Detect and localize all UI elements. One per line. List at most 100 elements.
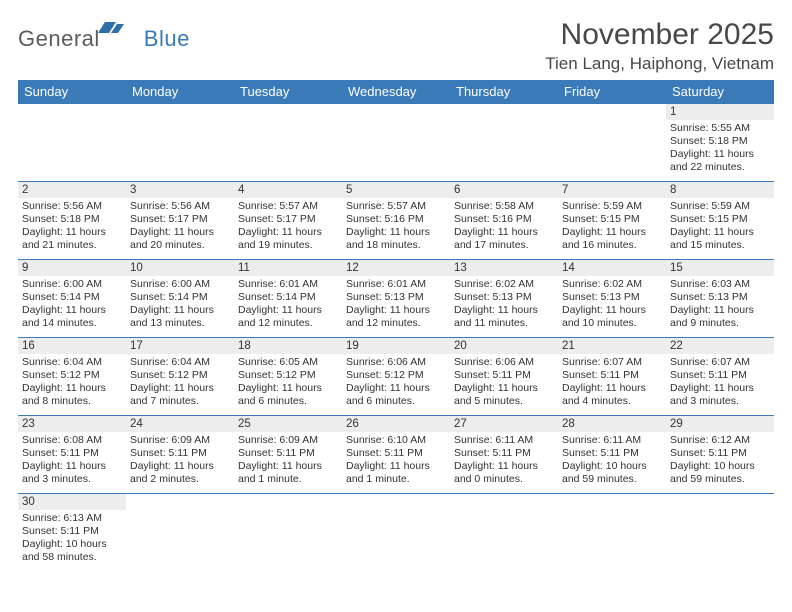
day-content-cell <box>558 120 666 182</box>
calendar-page: General Blue November 2025 Tien Lang, Ha… <box>0 0 792 612</box>
daylight-line: Daylight: 11 hours and 1 minute. <box>238 460 338 486</box>
sunset-line: Sunset: 5:13 PM <box>454 291 554 304</box>
daylight-line: Daylight: 11 hours and 21 minutes. <box>22 226 122 252</box>
day-content-cell: Sunrise: 6:06 AMSunset: 5:12 PMDaylight:… <box>342 354 450 416</box>
weekday-header: Friday <box>558 80 666 104</box>
sunrise-line: Sunrise: 6:04 AM <box>130 356 230 369</box>
day-number-cell: 1 <box>666 104 774 120</box>
day-content-cell <box>234 510 342 572</box>
sunset-line: Sunset: 5:11 PM <box>238 447 338 460</box>
daylight-line: Daylight: 11 hours and 13 minutes. <box>130 304 230 330</box>
day-content-row: Sunrise: 6:00 AMSunset: 5:14 PMDaylight:… <box>18 276 774 338</box>
location-text: Tien Lang, Haiphong, Vietnam <box>545 54 774 74</box>
day-number-cell: 18 <box>234 338 342 354</box>
day-number-cell: 16 <box>18 338 126 354</box>
sunrise-line: Sunrise: 5:57 AM <box>346 200 446 213</box>
sunrise-line: Sunrise: 6:00 AM <box>22 278 122 291</box>
sunset-line: Sunset: 5:11 PM <box>562 369 662 382</box>
sunrise-line: Sunrise: 6:06 AM <box>346 356 446 369</box>
sunset-line: Sunset: 5:18 PM <box>22 213 122 226</box>
weekday-header: Monday <box>126 80 234 104</box>
day-number-cell: 28 <box>558 416 666 432</box>
daylight-line: Daylight: 11 hours and 4 minutes. <box>562 382 662 408</box>
daylight-line: Daylight: 11 hours and 6 minutes. <box>238 382 338 408</box>
day-number-cell <box>126 104 234 120</box>
daylight-line: Daylight: 11 hours and 18 minutes. <box>346 226 446 252</box>
daylight-line: Daylight: 11 hours and 19 minutes. <box>238 226 338 252</box>
day-content-cell: Sunrise: 5:57 AMSunset: 5:16 PMDaylight:… <box>342 198 450 260</box>
sunset-line: Sunset: 5:11 PM <box>562 447 662 460</box>
day-content-cell: Sunrise: 6:02 AMSunset: 5:13 PMDaylight:… <box>558 276 666 338</box>
daylight-line: Daylight: 11 hours and 3 minutes. <box>670 382 770 408</box>
sunrise-line: Sunrise: 5:59 AM <box>562 200 662 213</box>
day-content-cell <box>666 510 774 572</box>
sunset-line: Sunset: 5:11 PM <box>454 369 554 382</box>
day-number-cell <box>342 104 450 120</box>
day-number-cell: 9 <box>18 260 126 276</box>
day-number-cell: 14 <box>558 260 666 276</box>
sunrise-line: Sunrise: 6:11 AM <box>454 434 554 447</box>
sunset-line: Sunset: 5:14 PM <box>22 291 122 304</box>
sunset-line: Sunset: 5:11 PM <box>670 369 770 382</box>
sunset-line: Sunset: 5:14 PM <box>130 291 230 304</box>
daynum-row: 30 <box>18 494 774 510</box>
daylight-line: Daylight: 10 hours and 59 minutes. <box>562 460 662 486</box>
day-number-cell <box>126 494 234 510</box>
day-number-cell: 21 <box>558 338 666 354</box>
sunset-line: Sunset: 5:12 PM <box>22 369 122 382</box>
day-content-cell <box>18 120 126 182</box>
sunrise-line: Sunrise: 6:08 AM <box>22 434 122 447</box>
day-number-cell: 29 <box>666 416 774 432</box>
day-content-cell: Sunrise: 6:02 AMSunset: 5:13 PMDaylight:… <box>450 276 558 338</box>
day-content-cell <box>342 120 450 182</box>
sunrise-line: Sunrise: 6:04 AM <box>22 356 122 369</box>
sunset-line: Sunset: 5:18 PM <box>670 135 770 148</box>
weekday-header: Wednesday <box>342 80 450 104</box>
day-content-cell: Sunrise: 6:04 AMSunset: 5:12 PMDaylight:… <box>126 354 234 416</box>
day-content-cell: Sunrise: 6:04 AMSunset: 5:12 PMDaylight:… <box>18 354 126 416</box>
daylight-line: Daylight: 11 hours and 3 minutes. <box>22 460 122 486</box>
sunset-line: Sunset: 5:14 PM <box>238 291 338 304</box>
day-number-cell: 6 <box>450 182 558 198</box>
sunrise-line: Sunrise: 6:07 AM <box>670 356 770 369</box>
daylight-line: Daylight: 11 hours and 0 minutes. <box>454 460 554 486</box>
day-number-cell: 17 <box>126 338 234 354</box>
sunrise-line: Sunrise: 6:09 AM <box>238 434 338 447</box>
brand-logo: General Blue <box>18 26 190 52</box>
daylight-line: Daylight: 11 hours and 7 minutes. <box>130 382 230 408</box>
daylight-line: Daylight: 11 hours and 9 minutes. <box>670 304 770 330</box>
sunrise-line: Sunrise: 6:02 AM <box>562 278 662 291</box>
sunrise-line: Sunrise: 5:55 AM <box>670 122 770 135</box>
daynum-row: 16171819202122 <box>18 338 774 354</box>
daylight-line: Daylight: 11 hours and 12 minutes. <box>238 304 338 330</box>
sunrise-line: Sunrise: 5:56 AM <box>130 200 230 213</box>
day-content-cell: Sunrise: 6:07 AMSunset: 5:11 PMDaylight:… <box>558 354 666 416</box>
day-content-row: Sunrise: 6:13 AMSunset: 5:11 PMDaylight:… <box>18 510 774 572</box>
day-number-cell: 25 <box>234 416 342 432</box>
day-number-cell <box>450 494 558 510</box>
day-content-cell <box>558 510 666 572</box>
brand-blue: Blue <box>144 26 190 52</box>
sunset-line: Sunset: 5:12 PM <box>130 369 230 382</box>
day-content-cell: Sunrise: 6:07 AMSunset: 5:11 PMDaylight:… <box>666 354 774 416</box>
sunrise-line: Sunrise: 6:11 AM <box>562 434 662 447</box>
day-content-cell: Sunrise: 5:59 AMSunset: 5:15 PMDaylight:… <box>666 198 774 260</box>
sunset-line: Sunset: 5:12 PM <box>238 369 338 382</box>
day-content-cell: Sunrise: 6:10 AMSunset: 5:11 PMDaylight:… <box>342 432 450 494</box>
daylight-line: Daylight: 11 hours and 6 minutes. <box>346 382 446 408</box>
day-number-cell: 2 <box>18 182 126 198</box>
day-content-cell: Sunrise: 6:09 AMSunset: 5:11 PMDaylight:… <box>126 432 234 494</box>
day-number-cell: 30 <box>18 494 126 510</box>
daylight-line: Daylight: 11 hours and 20 minutes. <box>130 226 230 252</box>
day-number-cell: 26 <box>342 416 450 432</box>
day-content-cell: Sunrise: 6:12 AMSunset: 5:11 PMDaylight:… <box>666 432 774 494</box>
daylight-line: Daylight: 11 hours and 14 minutes. <box>22 304 122 330</box>
day-content-cell: Sunrise: 6:03 AMSunset: 5:13 PMDaylight:… <box>666 276 774 338</box>
sunrise-line: Sunrise: 6:12 AM <box>670 434 770 447</box>
day-number-cell <box>558 104 666 120</box>
day-number-cell: 5 <box>342 182 450 198</box>
month-title: November 2025 <box>545 18 774 52</box>
day-content-cell <box>126 120 234 182</box>
sunset-line: Sunset: 5:15 PM <box>670 213 770 226</box>
day-content-row: Sunrise: 5:56 AMSunset: 5:18 PMDaylight:… <box>18 198 774 260</box>
